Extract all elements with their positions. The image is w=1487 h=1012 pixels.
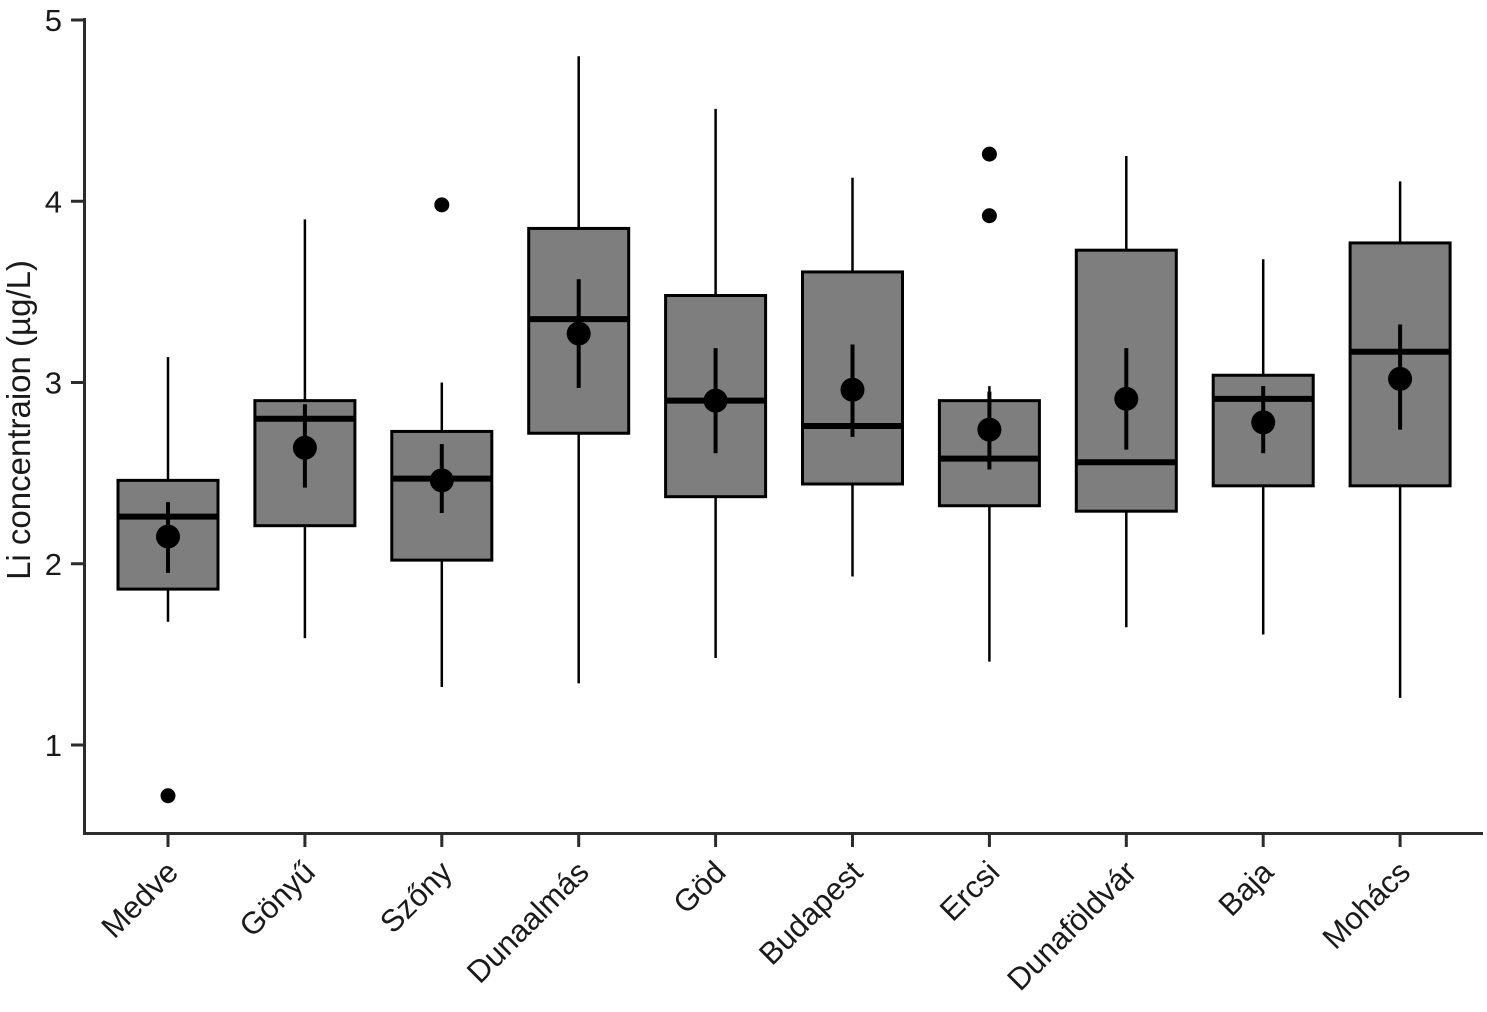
box-ercsi <box>937 146 1041 662</box>
box-szony <box>390 197 494 687</box>
x-tick-label-szony: Szőny <box>373 854 459 940</box>
box-mohacs <box>1348 181 1452 698</box>
outlier-dot-ercsi-1 <box>981 208 997 224</box>
x-tick-label-dunafoldvar: Dunaföldvár <box>1000 854 1143 997</box>
x-tick-label-dunaalmas: Dunaalmás <box>460 854 596 990</box>
y-tick-label-1: 1 <box>45 728 62 763</box>
x-tick-label-mohacs: Mohács <box>1316 854 1418 956</box>
mean-dot-gonyu <box>292 435 317 460</box>
axes <box>83 18 1483 835</box>
y-tick-label-5: 5 <box>45 3 62 38</box>
x-tick-label-medve: Medve <box>94 854 185 945</box>
box-dunaalmas <box>527 56 631 684</box>
mean-dot-dunafoldvar <box>1114 386 1139 411</box>
mean-dot-baja <box>1251 410 1276 435</box>
mean-dot-szony <box>429 468 454 493</box>
mean-dot-medve <box>156 524 180 549</box>
mean-dot-dunaalmas <box>566 321 591 346</box>
y-tick-label-2: 2 <box>45 547 62 582</box>
box-medve <box>116 357 220 804</box>
x-tick-label-ercsi: Ercsi <box>933 854 1006 927</box>
x-tick-label-baja: Baja <box>1212 854 1281 923</box>
box-budapest <box>801 177 904 577</box>
box-gonyu <box>253 219 357 639</box>
box-god <box>664 108 768 658</box>
outlier-dot-ercsi-2 <box>981 146 997 162</box>
x-tick-label-god: Göd <box>666 854 732 920</box>
iqr-box-god <box>664 294 768 499</box>
outlier-dot-medve-1 <box>160 788 176 804</box>
y-tick-label-4: 4 <box>45 184 62 219</box>
x-tick-label-gonyu: Gönyű <box>233 854 322 943</box>
mean-dot-mohacs <box>1388 366 1413 391</box>
box-baja <box>1211 259 1315 635</box>
mean-dot-ercsi <box>977 417 1002 442</box>
mean-dot-budapest <box>840 377 865 402</box>
x-tick-label-budapest: Budapest <box>752 854 870 972</box>
box-series <box>116 56 1452 804</box>
outlier-dot-szony-1 <box>434 197 450 213</box>
mean-dot-god <box>703 388 728 413</box>
box-dunafoldvar <box>1074 155 1178 628</box>
y-tick-label-3: 3 <box>45 366 62 401</box>
y-axis-label: Li concentraion (µg/L) <box>0 260 37 580</box>
y-axis-ticks: 1 2 3 4 5 <box>45 3 84 763</box>
iqr-box-mohacs <box>1348 241 1452 488</box>
x-axis-ticks: Medve Gönyű Szőny Dunaalmás Göd Budapest Ercsi… <box>94 834 1417 997</box>
